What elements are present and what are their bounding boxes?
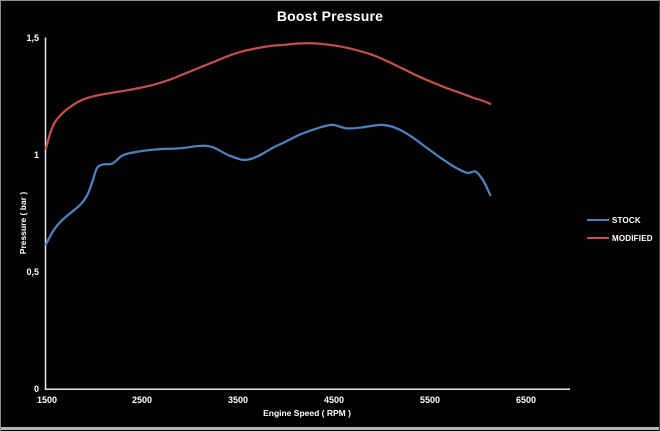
x-tick-label-6500: 6500 (515, 395, 537, 405)
legend-item-stock: STOCK (587, 211, 653, 229)
legend: STOCK MODIFIED (587, 211, 653, 247)
x-tick-label-4500: 4500 (323, 395, 345, 405)
y-axis-title: Pressure ( bar ) (18, 191, 28, 255)
legend-label-modified: MODIFIED (612, 233, 653, 243)
y-tick-label-0-5: 0,5 (26, 267, 39, 277)
series-modified-line (44, 42, 492, 150)
legend-item-modified: MODIFIED (587, 229, 653, 247)
window-bottom-edge (1, 427, 659, 430)
x-axis-title: Engine Speed ( RPM ) (263, 408, 351, 418)
chart-title: Boost Pressure (276, 8, 384, 24)
x-tick-label-1500: 1500 (36, 395, 58, 405)
x-tick-label-2500: 2500 (131, 395, 153, 405)
y-tick-label-1: 1 (33, 150, 39, 160)
y-tick-label-1-5: 1,5 (26, 33, 39, 43)
x-tick-label-5500: 5500 (419, 395, 441, 405)
y-tick-label-0: 0 (33, 384, 39, 394)
series-stock-line (44, 123, 492, 246)
x-tick-label-3500: 3500 (227, 395, 249, 405)
legend-label-stock: STOCK (612, 215, 641, 225)
legend-swatch-stock-line (587, 219, 609, 221)
legend-swatch-modified-line (587, 237, 609, 239)
